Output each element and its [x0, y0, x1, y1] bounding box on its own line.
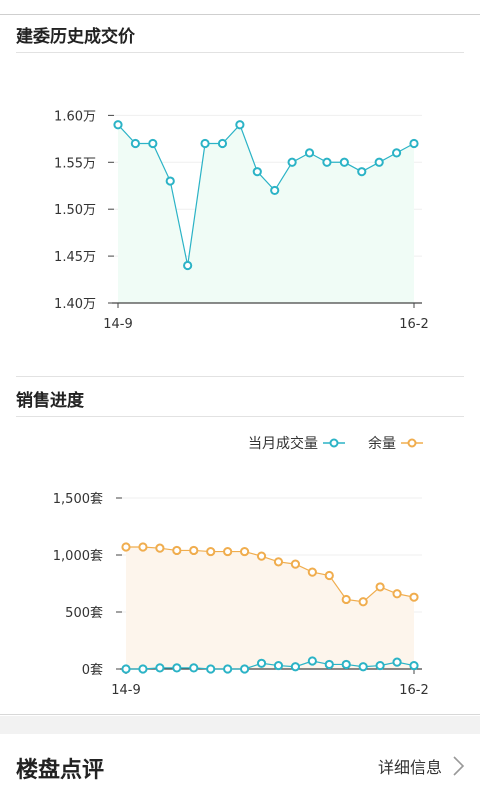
data-point	[130, 138, 141, 149]
x-tick-label: 16-2	[399, 683, 429, 698]
area-fill	[118, 124, 414, 303]
data-point	[375, 660, 385, 671]
x-tick-label: 16-2	[399, 317, 429, 332]
detail-info-link[interactable]: 详细信息	[378, 754, 466, 778]
data-point	[324, 659, 334, 670]
data-point	[273, 660, 284, 671]
chevron-right-icon	[453, 756, 465, 776]
data-point	[189, 545, 199, 556]
data-point	[358, 597, 368, 607]
data-point	[304, 148, 315, 158]
data-point	[409, 660, 419, 671]
data-point	[307, 567, 317, 577]
data-point	[375, 582, 385, 592]
data-point	[155, 543, 165, 553]
y-tick-label: 1.55万	[54, 156, 96, 171]
y-tick-label: 1.40万	[54, 297, 96, 312]
data-point	[324, 570, 334, 581]
detail-info-label: 详细信息	[377, 758, 442, 777]
legend-marker-remaining	[401, 438, 423, 448]
data-point	[307, 656, 317, 666]
data-point	[290, 662, 301, 672]
y-tick-label: 1.50万	[54, 203, 96, 218]
data-point	[341, 594, 351, 605]
y-tick-label: 1.45万	[54, 250, 96, 265]
data-point	[148, 138, 158, 149]
x-tick-label: 14-9	[103, 317, 133, 332]
data-point	[121, 664, 131, 674]
top-divider	[0, 14, 480, 15]
data-point	[172, 545, 182, 556]
data-point	[270, 185, 280, 196]
y-tick-label: 1,000套	[53, 548, 103, 564]
data-point	[206, 546, 216, 557]
data-point	[252, 167, 262, 177]
section-divider	[16, 376, 464, 377]
data-point	[392, 657, 402, 667]
data-point	[290, 559, 301, 569]
x-tick-label: 14-9	[111, 683, 141, 698]
data-point	[358, 662, 368, 672]
data-point	[172, 663, 182, 673]
data-point	[138, 542, 148, 552]
data-point	[357, 167, 367, 177]
data-point	[256, 551, 267, 561]
data-point	[273, 557, 284, 567]
data-point	[322, 157, 332, 167]
data-point	[165, 176, 175, 186]
data-point	[391, 148, 402, 158]
data-point	[113, 120, 123, 130]
section-gap	[0, 716, 480, 734]
price-history-chart: 1.40万 1.45万 1.50万 1.55万 1.60万 14-9 16-2	[54, 109, 429, 332]
legend-marker-monthly-volume	[323, 438, 345, 448]
data-point	[239, 546, 250, 557]
data-point	[409, 592, 419, 602]
bottom-divider	[0, 714, 480, 715]
data-point	[189, 663, 199, 673]
data-point	[138, 664, 148, 674]
y-tick-label: 500套	[65, 605, 103, 621]
data-point	[287, 157, 297, 167]
data-point	[341, 659, 351, 670]
data-point	[409, 138, 419, 149]
property-review-title: 楼盘点评	[16, 758, 105, 783]
sales-title-divider	[16, 416, 464, 417]
data-point	[339, 157, 349, 167]
price-history-title: 建委历史成交价	[16, 27, 135, 47]
data-point	[392, 589, 402, 599]
y-tick-label: 1,500套	[53, 491, 103, 507]
data-point	[200, 138, 210, 149]
data-point	[206, 664, 216, 674]
sales-progress-chart: 0套 500套 1,000套 1,500套 14-9 16-2	[53, 491, 429, 698]
data-point	[235, 120, 245, 130]
price-title-divider	[16, 52, 464, 53]
legend-label-remaining: 余量	[368, 435, 396, 452]
area-fill	[126, 547, 414, 669]
sales-progress-title: 销售进度	[16, 391, 84, 411]
data-point	[374, 157, 384, 167]
data-point	[223, 546, 233, 557]
sales-legend: 当月成交量 余量	[248, 435, 423, 452]
data-point	[217, 138, 228, 149]
y-tick-label: 1.60万	[54, 109, 96, 124]
y-tick-label: 0套	[82, 662, 103, 678]
data-point	[183, 260, 193, 271]
legend-label-monthly-volume: 当月成交量	[248, 435, 318, 452]
data-point	[121, 542, 131, 552]
data-point	[239, 664, 250, 674]
data-point	[256, 658, 267, 668]
data-point	[155, 663, 165, 673]
data-point	[223, 664, 233, 674]
